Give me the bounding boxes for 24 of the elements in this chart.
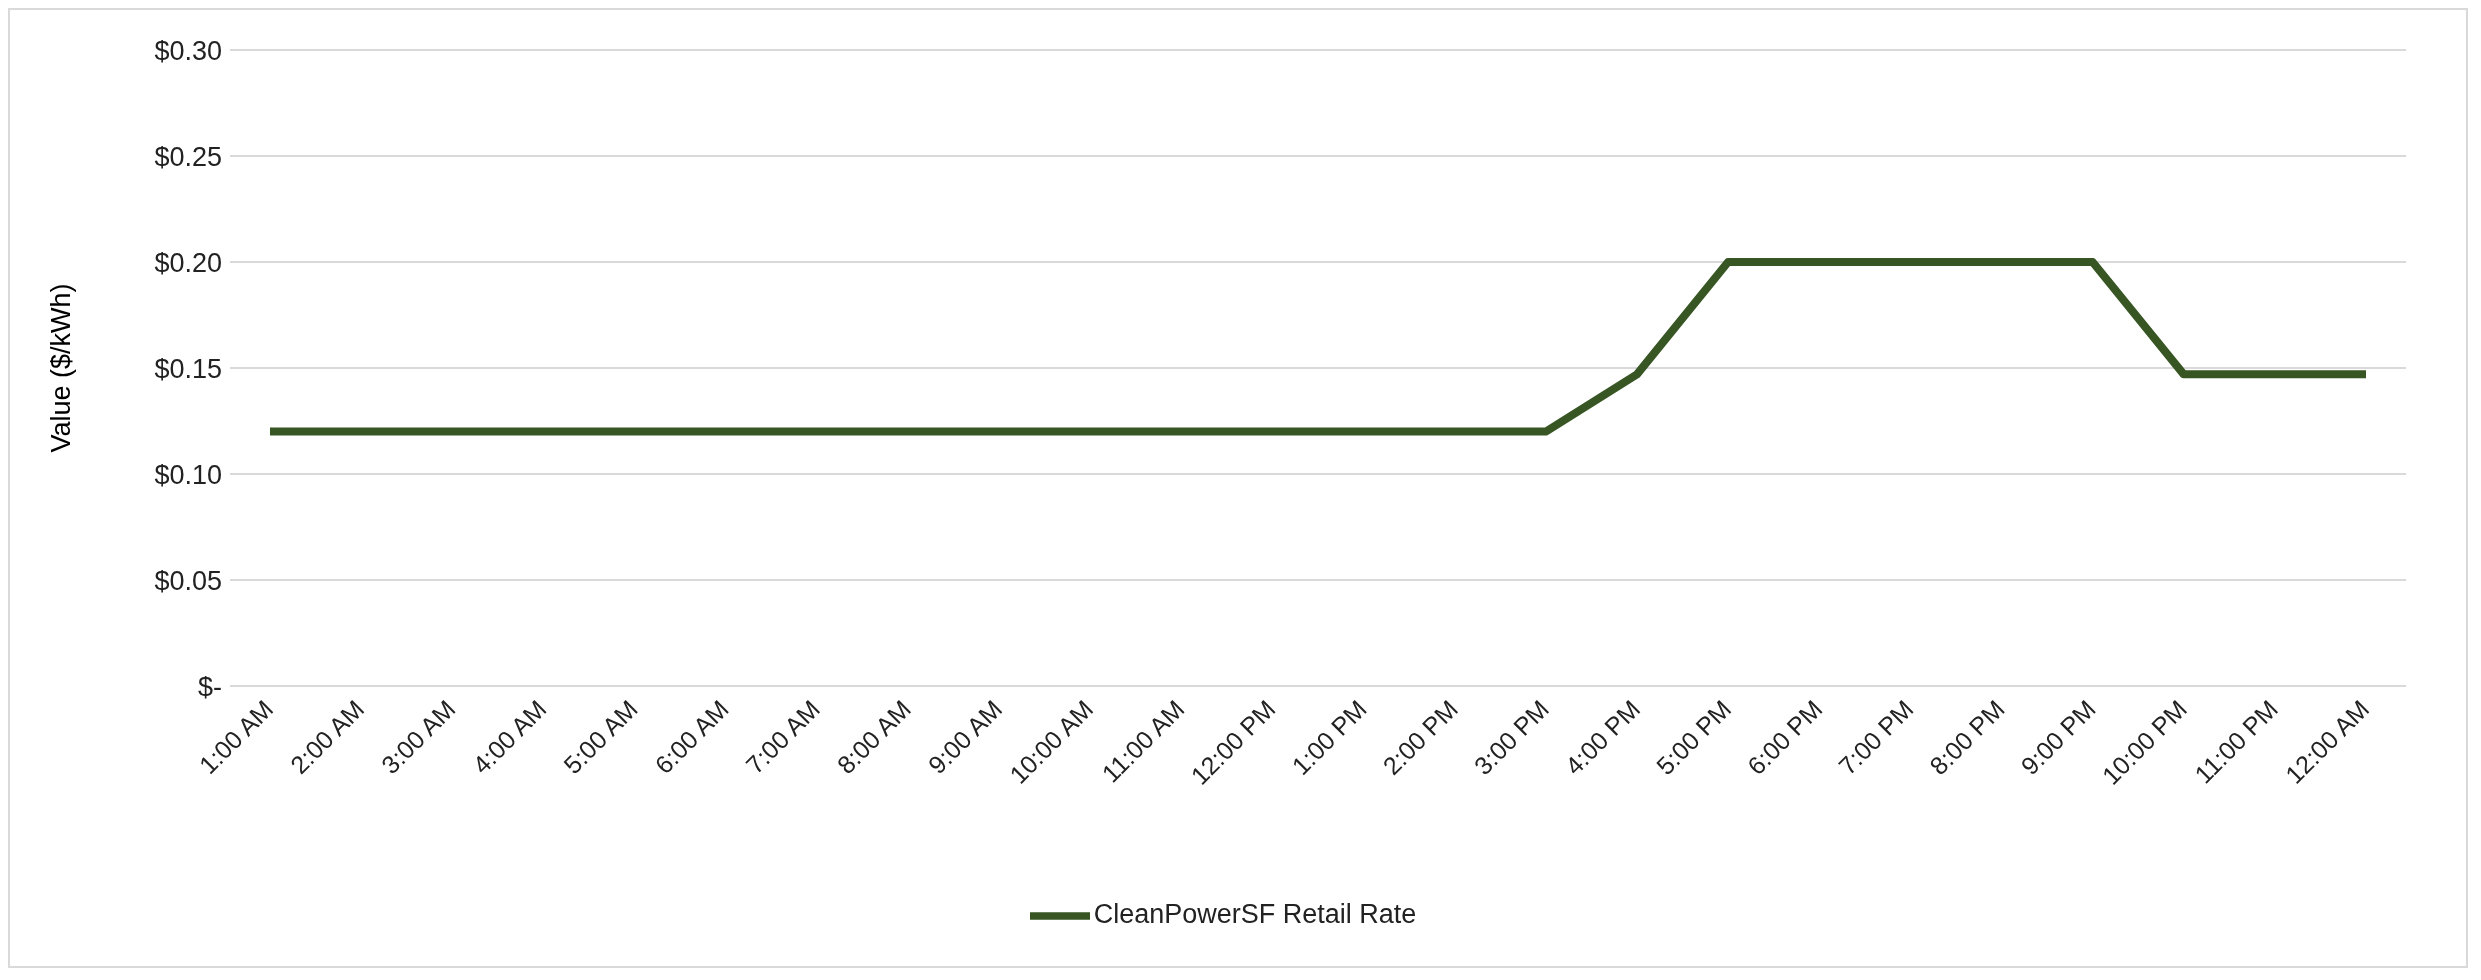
y-tick-label: $0.15 xyxy=(154,353,222,384)
x-tick-label: 3:00 AM xyxy=(375,694,461,780)
y-tick-label: $0.10 xyxy=(154,459,222,490)
x-tick-label: 8:00 PM xyxy=(1924,694,2010,781)
x-tick-label: 5:00 AM xyxy=(558,694,643,780)
y-tick-label: $0.25 xyxy=(154,141,222,172)
x-tick-label: 6:00 AM xyxy=(649,694,734,780)
x-tick-label: 9:00 AM xyxy=(922,694,1008,780)
x-tick-label: 1:00 PM xyxy=(1286,694,1372,781)
y-axis-title: Value ($/kWh) xyxy=(45,283,76,453)
x-tick-label: 7:00 PM xyxy=(1832,694,1919,781)
y-tick-label: $0.05 xyxy=(154,565,222,596)
x-tick-label: 7:00 AM xyxy=(740,694,825,780)
y-tick-label: $0.30 xyxy=(154,35,222,66)
x-tick-label: 3:00 PM xyxy=(1468,694,1555,781)
x-tick-label: 4:00 PM xyxy=(1559,694,1646,781)
x-tick-label: 8:00 AM xyxy=(831,694,917,780)
x-tick-label: 9:00 PM xyxy=(2015,694,2101,781)
y-tick-label: $- xyxy=(197,671,222,702)
x-tick-label: 6:00 PM xyxy=(1741,694,1828,781)
y-tick-label: $0.20 xyxy=(154,247,222,278)
legend-label: CleanPowerSF Retail Rate xyxy=(1093,899,1417,930)
x-tick-label: 5:00 PM xyxy=(1650,694,1737,781)
x-tick-label: 4:00 AM xyxy=(466,694,552,780)
